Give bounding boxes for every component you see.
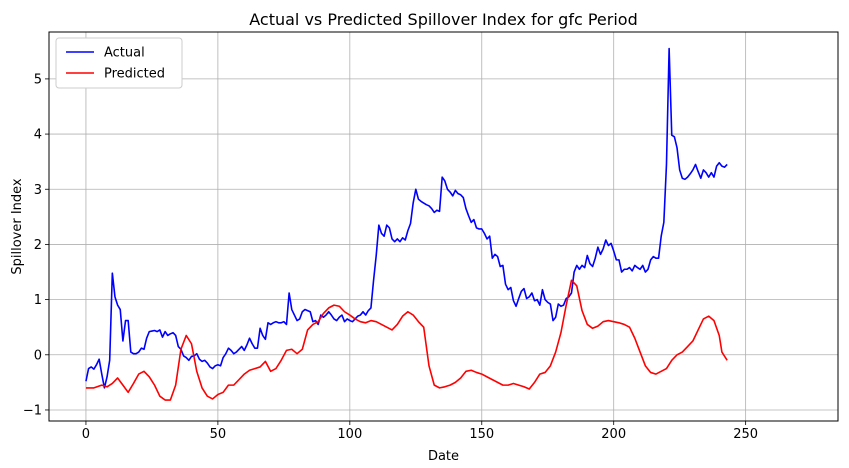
x-tick-label: 100 [337, 427, 362, 442]
axes-frame [48, 31, 839, 422]
series-line-predicted [85, 279, 728, 401]
y-tick-label: 4 [34, 128, 42, 143]
y-axis-label: Spillover Index [10, 178, 25, 275]
legend-label-predicted: Predicted [104, 67, 165, 82]
x-tick-label: 150 [469, 427, 494, 442]
x-tick-label: 250 [733, 427, 758, 442]
x-tick-label: 50 [210, 427, 227, 442]
y-tick-label: 3 [34, 183, 42, 198]
chart-title: Actual vs Predicted Spillover Index for … [249, 10, 638, 29]
legend-box [55, 37, 183, 89]
x-tick-label: 200 [601, 427, 626, 442]
y-tick-label: 1 [34, 293, 42, 308]
grid [49, 32, 838, 421]
x-axis-label: Date [428, 449, 459, 464]
y-tick-label: −1 [23, 403, 42, 418]
legend-label-actual: Actual [104, 46, 145, 61]
x-tick-label: 0 [82, 427, 90, 442]
legend: Actual Predicted [55, 37, 183, 89]
y-tick-label: 5 [34, 72, 42, 87]
series-line-actual [85, 47, 728, 389]
ticks: 0 50 100 150 200 250 −1 0 1 2 3 4 5 [23, 72, 758, 442]
y-tick-label: 0 [34, 348, 42, 363]
plot-area [85, 47, 728, 401]
y-tick-label: 2 [34, 238, 42, 253]
